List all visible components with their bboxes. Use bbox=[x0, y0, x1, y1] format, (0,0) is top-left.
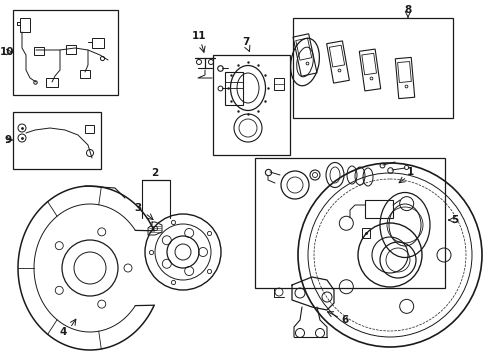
Bar bbox=[397, 62, 411, 82]
Bar bbox=[327, 41, 349, 83]
Text: 9: 9 bbox=[4, 135, 12, 145]
Bar bbox=[329, 45, 344, 67]
Bar bbox=[225, 72, 243, 105]
Bar bbox=[362, 53, 376, 75]
Bar bbox=[255, 158, 445, 288]
Bar bbox=[20, 18, 30, 32]
Text: 8: 8 bbox=[404, 5, 412, 15]
Bar bbox=[66, 45, 76, 54]
Bar bbox=[365, 200, 393, 218]
Bar bbox=[46, 78, 58, 87]
Bar bbox=[293, 34, 317, 76]
Bar bbox=[359, 49, 381, 91]
Text: 1: 1 bbox=[406, 167, 414, 177]
Bar bbox=[274, 78, 284, 90]
Bar bbox=[293, 18, 453, 118]
Text: 3: 3 bbox=[134, 203, 142, 213]
Bar bbox=[213, 55, 290, 155]
Bar bbox=[13, 112, 101, 169]
Bar bbox=[296, 38, 312, 60]
Text: 5: 5 bbox=[451, 215, 459, 225]
Text: 4: 4 bbox=[59, 327, 67, 337]
Bar bbox=[80, 70, 90, 78]
Text: 7: 7 bbox=[243, 37, 250, 47]
Text: 6: 6 bbox=[342, 315, 348, 325]
Text: 2: 2 bbox=[151, 168, 159, 178]
Bar bbox=[34, 47, 44, 55]
Bar bbox=[92, 38, 104, 48]
Bar bbox=[85, 125, 94, 133]
Text: 10: 10 bbox=[0, 47, 14, 57]
Bar bbox=[362, 228, 370, 238]
Bar bbox=[13, 10, 118, 95]
Bar bbox=[395, 57, 415, 99]
Text: 11: 11 bbox=[192, 31, 206, 41]
